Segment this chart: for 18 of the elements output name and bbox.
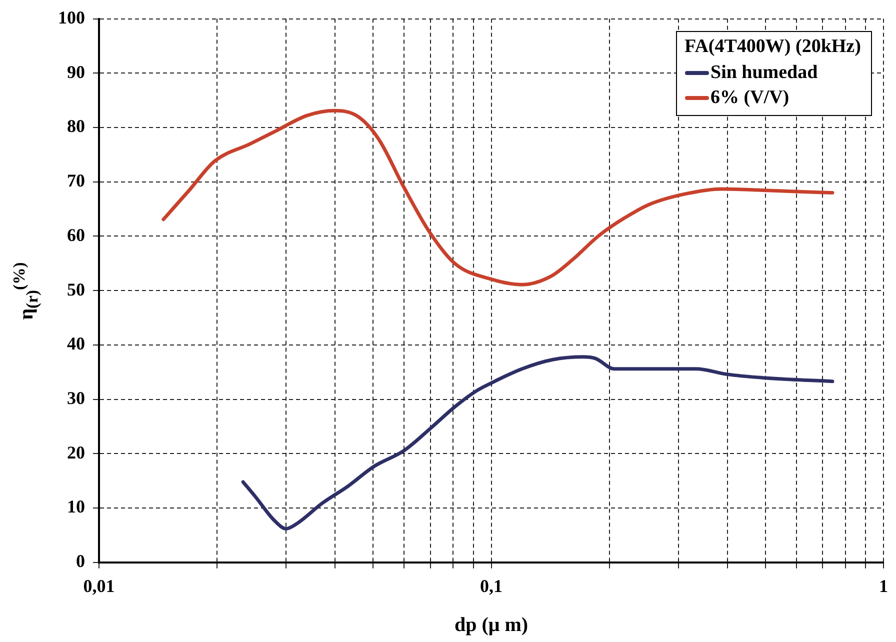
- y-tick-label: 50: [67, 279, 85, 300]
- y-tick-label: 60: [67, 224, 85, 245]
- y-tick-label: 20: [67, 442, 85, 462]
- x-tick-label: 0,1: [480, 576, 502, 596]
- legend-label: 6% (V/V): [710, 86, 790, 109]
- y-tick-label: 90: [67, 62, 85, 82]
- legend-label: Sin humedad: [710, 62, 818, 84]
- y-tick-label: 0: [76, 551, 85, 572]
- y-tick-label: 100: [58, 7, 85, 28]
- y-tick-label: 30: [67, 388, 85, 408]
- x-axis-title: dp (μ m): [454, 614, 528, 636]
- y-tick-label: 10: [67, 496, 85, 517]
- y-tick-label: 40: [67, 334, 85, 354]
- y-tick-label: 70: [67, 170, 85, 191]
- x-tick-label: 1: [879, 576, 888, 596]
- legend-title: FA(4T400W) (20kHz): [684, 36, 861, 58]
- x-tick-label: 0,01: [83, 576, 115, 596]
- y-tick-label: 80: [67, 116, 85, 136]
